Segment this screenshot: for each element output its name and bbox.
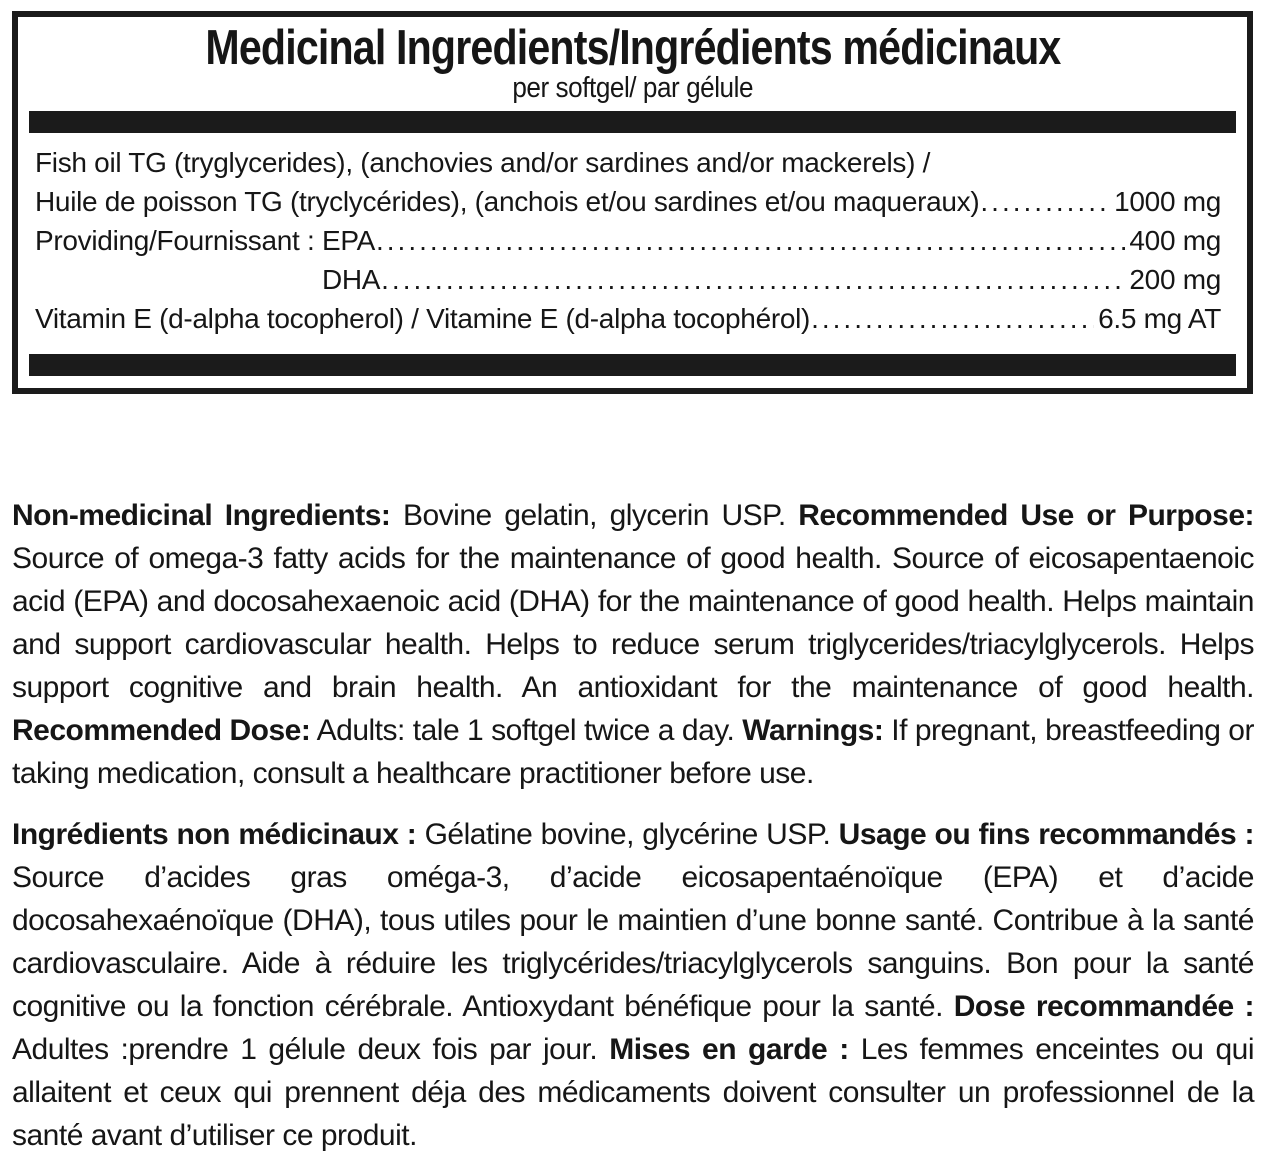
ingredient-amount: 1000 mg	[1114, 186, 1221, 217]
epa-name: EPA	[321, 225, 375, 256]
ingredient-row-dha: Providing/Fournissant : DHA 200 mg	[35, 260, 1221, 299]
panel-title-text: Medicinal Ingredients/Ingrédients médici…	[204, 21, 1061, 75]
ingredient-amount: 200 mg	[1129, 264, 1221, 295]
panel-title: Medicinal Ingredients/Ingrédients médici…	[18, 23, 1247, 73]
dot-leader	[375, 221, 1125, 260]
info-paragraph-french: Ingrédients non médicinaux : Gélatine bo…	[12, 813, 1255, 1154]
recommended-use-text: Source of omega-3 fatty acids for the ma…	[12, 542, 1255, 704]
ingredients-non-medicinaux-text: Gélatine bovine, glycérine USP.	[416, 818, 839, 851]
ingredients-table: Fish oil TG (tryglycerides), (anchovies …	[18, 133, 1247, 346]
ingredient-amount: 6.5 mg AT	[1098, 303, 1221, 334]
ingredient-row-vitamin-e: Vitamin E (d-alpha tocopherol) / Vitamin…	[35, 299, 1221, 338]
usage-recommande-heading: Usage ou fins recommandés :	[838, 818, 1255, 851]
ingredient-row-epa: Providing/Fournissant : EPA 400 mg	[35, 221, 1221, 260]
ingredient-amount: 400 mg	[1129, 225, 1221, 256]
recommended-dose-text: Adults: tale 1 softgel twice a day.	[310, 714, 743, 747]
non-medicinal-ingredients-text: Bovine gelatin, glycerin USP.	[390, 499, 799, 532]
bottom-divider-bar	[29, 354, 1236, 376]
info-paragraph-english: Non-medicinal Ingredients: Bovine gelati…	[12, 494, 1255, 795]
mises-en-garde-heading: Mises en garde :	[609, 1033, 849, 1066]
dot-leader	[979, 182, 1110, 221]
ingredient-label: Huile de poisson TG (tryclycérides), (an…	[35, 186, 980, 217]
mises-en-garde-text: Les femmes enceintes ou qui allaitent et…	[12, 1033, 1255, 1152]
dose-recommandee-text: Adultes :prendre 1 gélule deux fois par …	[12, 1033, 610, 1066]
panel-subtitle: per softgel/ par gélule	[18, 73, 1247, 103]
top-divider-bar	[29, 111, 1236, 133]
ingredient-label: Providing/Fournissant : DHA	[35, 260, 381, 299]
ingredient-label: Vitamin E (d-alpha tocopherol) / Vitamin…	[35, 303, 811, 334]
dha-name: DHA	[321, 264, 381, 295]
providing-prefix: Providing/Fournissant :	[35, 225, 322, 256]
recommended-dose-heading: Recommended Dose:	[12, 714, 311, 747]
ingredients-non-medicinaux-heading: Ingrédients non médicinaux :	[12, 818, 417, 851]
non-medicinal-ingredients-heading: Non-medicinal Ingredients:	[12, 499, 391, 532]
ingredient-label: Providing/Fournissant : EPA	[35, 221, 375, 260]
warnings-heading: Warnings:	[742, 714, 884, 747]
usage-recommande-text: Source d’acides gras oméga-3, d’acide ei…	[12, 861, 1255, 1023]
ingredient-row-fish-oil-en: Fish oil TG (tryglycerides), (anchovies …	[35, 143, 1221, 182]
warnings-text: If pregnant, breastfeeding or taking med…	[12, 714, 1254, 790]
recommended-use-heading: Recommended Use or Purpose:	[798, 499, 1254, 532]
ingredient-label: Fish oil TG (tryglycerides), (anchovies …	[35, 147, 931, 178]
ingredient-row-fish-oil-fr: Huile de poisson TG (tryclycérides), (an…	[35, 182, 1221, 221]
dose-recommandee-heading: Dose recommandée :	[953, 990, 1255, 1023]
panel-subtitle-text: per softgel/ par gélule	[512, 72, 753, 104]
medicinal-ingredients-panel: Medicinal Ingredients/Ingrédients médici…	[12, 11, 1253, 394]
dot-leader	[380, 260, 1125, 299]
dot-leader	[810, 299, 1094, 338]
